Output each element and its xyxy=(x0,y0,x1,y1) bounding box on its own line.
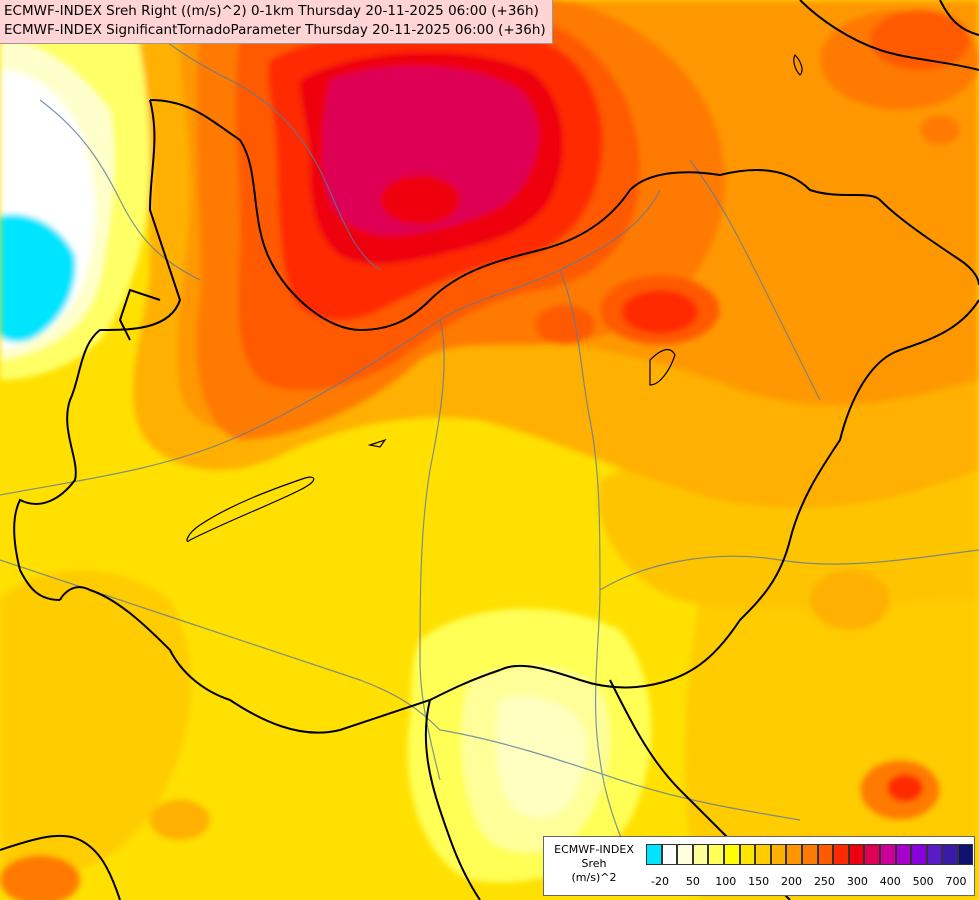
legend-swatch xyxy=(911,844,927,865)
legend-swatch xyxy=(926,844,943,865)
legend-tick-label: 500 xyxy=(912,875,934,888)
legend-swatch xyxy=(817,844,834,865)
legend-swatch xyxy=(879,844,896,865)
legend-swatch xyxy=(708,844,724,865)
legend-ticks: -20 50 100 150 200 250 300 400 500 700 xyxy=(646,875,974,889)
map-title-box: ECMWF-INDEX Sreh Right ((m/s)^2) 0-1km T… xyxy=(0,0,553,44)
legend-source: ECMWF-INDEX xyxy=(554,843,634,856)
legend-tick-label: 50 xyxy=(685,875,700,888)
legend-unit: (m/s)^2 xyxy=(571,871,617,884)
legend-swatches xyxy=(646,844,974,865)
legend-tick-label: 150 xyxy=(748,875,770,888)
legend-swatch xyxy=(723,844,740,865)
legend-variable: Sreh xyxy=(581,857,607,870)
legend-swatch xyxy=(833,844,849,865)
legend-tick-label: 700 xyxy=(945,875,967,888)
legend-tick-label: 250 xyxy=(813,875,835,888)
lakes xyxy=(186,54,803,542)
legend-swatch xyxy=(770,844,787,865)
legend-swatch xyxy=(942,844,958,865)
map-title-line-2: ECMWF-INDEX SignificantTornadoParameter … xyxy=(4,22,546,38)
legend-swatch xyxy=(646,844,662,865)
legend-swatch xyxy=(692,844,709,865)
legend-swatch xyxy=(677,844,693,865)
legend-swatch xyxy=(661,844,678,865)
legend-tick-label: -20 xyxy=(651,875,669,888)
legend-swatch xyxy=(755,844,771,865)
color-legend: ECMWF-INDEX Sreh (m/s)^2 -20 50 100 150 200 2… xyxy=(543,836,975,896)
legend-tick-label: 100 xyxy=(715,875,737,888)
legend-swatch xyxy=(957,844,974,865)
legend-title: ECMWF-INDEX Sreh (m/s)^2 xyxy=(546,843,642,885)
legend-swatch xyxy=(786,844,802,865)
legend-swatch xyxy=(864,844,880,865)
rivers xyxy=(0,9,979,881)
legend-tick-label: 400 xyxy=(879,875,901,888)
legend-swatch xyxy=(801,844,818,865)
legend-swatch xyxy=(739,844,756,865)
map-title-line-1: ECMWF-INDEX Sreh Right ((m/s)^2) 0-1km T… xyxy=(4,3,539,19)
legend-swatch xyxy=(895,844,912,865)
legend-swatch xyxy=(848,844,865,865)
legend-tick-label: 200 xyxy=(781,875,803,888)
legend-tick-label: 300 xyxy=(846,875,868,888)
